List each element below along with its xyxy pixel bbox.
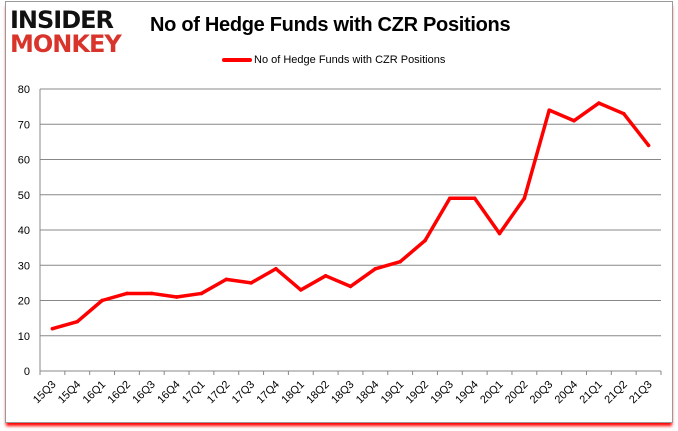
x-tick-label: 21Q1: [577, 379, 605, 407]
y-tick-label: 70: [18, 119, 30, 131]
x-tick-label: 19Q1: [379, 379, 407, 407]
x-tick-label: 21Q2: [602, 379, 630, 407]
data-point: [199, 291, 204, 296]
y-tick-label: 10: [18, 331, 30, 343]
data-point: [547, 108, 551, 112]
line-segment: [274, 267, 303, 292]
line-segment: [547, 108, 576, 123]
data-point: [150, 291, 154, 296]
chart-frame: [5, 1, 673, 423]
x-tick-label: 17Q3: [230, 379, 258, 407]
data-point: [224, 277, 228, 282]
line-segment: [174, 291, 204, 299]
line-segment: [75, 298, 104, 324]
legend-swatch: [222, 58, 252, 62]
logo-line2: MONKEY: [10, 30, 122, 58]
line-segment: [299, 274, 328, 292]
data-point: [572, 119, 576, 123]
data-point: [497, 231, 502, 236]
y-tick-label: 20: [18, 296, 30, 308]
data-point: [299, 288, 303, 292]
data-point: [398, 260, 402, 264]
data-point: [597, 101, 601, 105]
line-segment: [224, 277, 253, 285]
data-point: [125, 291, 129, 296]
x-tick-label: 20Q2: [503, 379, 531, 407]
x-tick-label: 18Q4: [354, 379, 382, 407]
data-point: [174, 295, 179, 299]
line-segment: [50, 319, 80, 331]
x-tick-label: 15Q4: [56, 379, 84, 407]
legend-label: No of Hedge Funds with CZR Positions: [254, 54, 446, 66]
data-point: [249, 281, 253, 285]
line-segment: [348, 267, 378, 289]
y-tick-label: 60: [18, 155, 30, 167]
data-point: [423, 238, 427, 243]
line-segment: [373, 259, 402, 271]
x-tick-label: 18Q3: [329, 379, 357, 407]
x-tick-label: 16Q3: [130, 379, 158, 407]
data-point: [348, 284, 353, 289]
data-point: [646, 143, 651, 148]
x-tick-label: 18Q2: [304, 379, 332, 407]
data-point: [373, 267, 378, 271]
legend: No of Hedge Funds with CZR Positions: [222, 54, 445, 66]
data-point: [473, 196, 477, 200]
data-point: [622, 111, 626, 116]
x-tick-label: 16Q2: [106, 379, 134, 407]
logo-line1: INSIDER: [10, 6, 114, 34]
x-tick-label: 17Q2: [205, 379, 233, 407]
x-tick-label: 16Q1: [81, 379, 109, 407]
line-segment: [621, 111, 651, 148]
y-tick-label: 0: [24, 366, 30, 378]
line-segment: [522, 108, 551, 201]
x-tick-label: 16Q4: [155, 379, 183, 407]
x-tick-label: 20Q4: [553, 379, 581, 407]
data-point: [75, 319, 79, 324]
line-segment: [323, 274, 353, 289]
line-segment: [423, 196, 452, 243]
y-tick-label: 40: [18, 225, 30, 237]
x-tick-label: 20Q1: [478, 379, 506, 407]
chart-title: No of Hedge Funds with CZR Positions: [150, 14, 511, 36]
data-point: [522, 196, 527, 200]
x-tick-label: 19Q4: [453, 379, 481, 407]
x-tick-label: 20Q3: [528, 379, 556, 407]
line-segment: [472, 196, 502, 236]
x-tick-label: 21Q3: [627, 379, 655, 407]
x-tick-label: 19Q2: [404, 379, 432, 407]
line-segment: [249, 267, 278, 285]
line-segment: [150, 291, 179, 299]
x-tick-label: 17Q1: [180, 379, 208, 407]
data-point: [100, 298, 104, 303]
data-point: [50, 327, 55, 331]
x-tick-label: 19Q3: [428, 379, 456, 407]
x-tick-label: 15Q3: [31, 379, 59, 407]
line-segment: [597, 101, 626, 116]
y-tick-label: 30: [18, 260, 30, 272]
line-segment: [100, 291, 129, 303]
y-tick-label: 80: [18, 84, 30, 96]
line-segment: [199, 277, 229, 296]
data-point: [448, 196, 452, 200]
y-tick-label: 50: [18, 190, 30, 202]
data-point: [274, 267, 278, 271]
insider-monkey-logo: INSIDER MONKEY: [10, 6, 122, 58]
data-point: [323, 274, 328, 278]
x-tick-label: 17Q4: [255, 379, 283, 407]
line-segment: [572, 101, 601, 123]
line-segment: [398, 238, 427, 264]
line-segment: [497, 196, 527, 236]
x-tick-label: 18Q1: [279, 379, 307, 407]
